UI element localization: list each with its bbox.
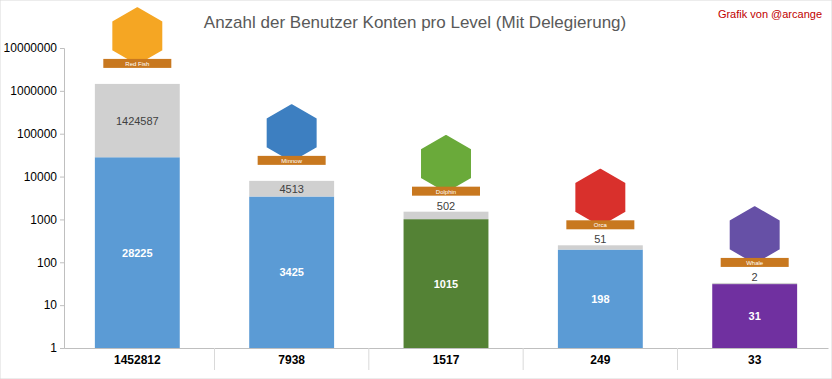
separator <box>368 348 369 370</box>
y-tick-mark <box>60 177 64 178</box>
bar-segment <box>558 245 643 249</box>
separators <box>214 348 677 370</box>
y-tick-label: 100000 <box>17 127 57 141</box>
x-tick: 249 <box>590 348 610 367</box>
x-tick-label: 1452812 <box>114 353 161 367</box>
bars <box>95 84 797 348</box>
x-axis: 1452812 7938 1517 249 33 <box>65 348 829 367</box>
chart: 1 10 100 1000 10000 100000 1000000 10000000 1452… <box>0 0 832 379</box>
badge-hexagon <box>266 103 318 163</box>
y-tick-label: 10000000 <box>4 41 58 55</box>
y-tick-mark <box>60 48 64 49</box>
y-tick-label: 1000 <box>30 213 57 227</box>
badge-hexagon <box>420 134 472 194</box>
y-axis: 1 10 100 1000 10000 100000 1000000 10000000 <box>4 41 65 355</box>
data-label: 198 <box>591 293 609 305</box>
x-tick: 1517 <box>433 348 460 367</box>
y-tick-mark <box>60 348 64 349</box>
data-label: 2 <box>752 271 758 283</box>
separator <box>677 348 678 370</box>
data-label: 51 <box>594 233 606 245</box>
badge-label: Orca <box>594 222 608 228</box>
badge-hexagon <box>729 205 781 265</box>
y-tick: 100000 <box>17 127 64 141</box>
x-tick: 1452812 <box>114 348 161 367</box>
bar-segment <box>249 197 334 348</box>
y-tick: 1000 <box>30 213 64 227</box>
x-tick-label: 33 <box>748 353 762 367</box>
badge: Orca <box>566 167 634 229</box>
y-tick-label: 1000000 <box>10 84 57 98</box>
badge-hexagon <box>111 6 163 66</box>
y-tick-mark <box>60 134 64 135</box>
data-label: 3425 <box>279 266 303 278</box>
y-tick-label: 10000 <box>24 170 58 184</box>
y-tick-label: 100 <box>37 256 57 270</box>
y-tick: 1000000 <box>10 84 64 98</box>
background <box>0 0 832 379</box>
badge-label: Minnow <box>281 158 302 164</box>
badge-label: Whale <box>746 260 764 266</box>
data-label: 31 <box>749 310 761 322</box>
y-tick-label: 1 <box>50 341 57 355</box>
bar-segment <box>558 250 643 348</box>
y-tick: 100 <box>37 256 64 270</box>
subtitle: Grafik von @arcange <box>718 8 822 20</box>
badges: Red Fish Minnow Dolphin Orca Whale <box>103 6 788 267</box>
x-tick-label: 249 <box>590 353 610 367</box>
bar-segment <box>712 284 797 348</box>
badge-ribbon <box>412 187 480 196</box>
y-tick-mark <box>60 305 64 306</box>
x-tick-label: 7938 <box>278 353 305 367</box>
x-tick: 7938 <box>278 348 305 367</box>
y-tick-mark <box>60 219 64 220</box>
x-tick: 33 <box>748 348 762 367</box>
badge-label: Dolphin <box>436 189 456 195</box>
x-tick-label: 1517 <box>433 353 460 367</box>
badge-ribbon <box>721 258 789 267</box>
bar-segment <box>95 84 180 157</box>
data-label: 1015 <box>434 278 458 290</box>
badge-hexagon <box>574 167 626 227</box>
data-label: 4513 <box>279 183 303 195</box>
data-label: 1424587 <box>116 115 159 127</box>
bar-segment <box>404 219 489 348</box>
y-tick: 10 <box>44 298 64 312</box>
separator <box>523 348 524 370</box>
y-tick: 10000000 <box>4 41 64 55</box>
data-labels: 28225 3425 1015 198 31 1424587 4513 502 51 2 <box>116 115 761 322</box>
badge: Red Fish <box>103 6 171 68</box>
separator <box>214 348 215 370</box>
title: Anzahl der Benutzer Konten pro Level (Mi… <box>204 13 626 32</box>
y-tick-mark <box>60 91 64 92</box>
y-tick: 1 <box>50 341 64 355</box>
y-tick-mark <box>60 262 64 263</box>
bar-segment <box>712 283 797 284</box>
bar-segment <box>249 181 334 197</box>
y-tick: 10000 <box>24 170 64 184</box>
bar-segment <box>404 212 489 219</box>
badge: Dolphin <box>412 134 480 196</box>
badge-ribbon <box>258 156 326 165</box>
y-tick-label: 10 <box>44 298 58 312</box>
badge-label: Red Fish <box>125 61 149 67</box>
badge: Whale <box>721 205 789 267</box>
badge-ribbon <box>566 220 634 229</box>
badge-ribbon <box>103 59 171 68</box>
data-label: 502 <box>437 200 455 212</box>
bar-segment <box>95 157 180 348</box>
data-label: 28225 <box>122 247 153 259</box>
badge: Minnow <box>258 103 326 165</box>
y-axis-line <box>60 49 65 349</box>
x-axis-line <box>65 348 829 349</box>
